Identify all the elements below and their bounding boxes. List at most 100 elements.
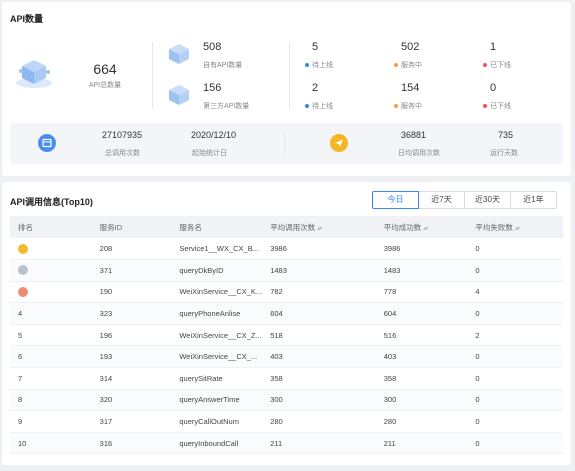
- avg-calls-cell: 211: [270, 438, 283, 448]
- service-name-cell: WeiXinService__CX_Z...: [179, 330, 262, 340]
- service-id-cell: 317: [99, 417, 113, 427]
- col-rank: 排名: [18, 222, 33, 232]
- avg-fail-cell: 0: [475, 373, 480, 383]
- avg-calls-cell: 782: [270, 287, 283, 297]
- third-serving-label: 服务中: [394, 101, 422, 111]
- service-name-cell: WeiXinService__CX_...: [179, 352, 258, 362]
- total-calls-value: 27107935: [102, 130, 143, 140]
- api-cube-icon: [16, 60, 52, 88]
- avg-daily-value: 36881: [401, 130, 427, 140]
- own-api-cube-icon: [169, 44, 189, 64]
- api-count-card: API数量 664 API总数量 508 自有API数量 156 第三方API数…: [2, 2, 571, 176]
- avg-calls-cell: 358: [270, 373, 283, 383]
- service-name-cell: queryAnswerTime: [179, 395, 240, 405]
- service-id-cell: 196: [99, 330, 113, 340]
- service-name-cell: querySitRate: [179, 373, 223, 383]
- avg-success-cell: 3986: [383, 244, 401, 254]
- avg-fail-cell: 0: [475, 438, 480, 448]
- service-name-cell: WeiXinService__CX_K...: [179, 287, 263, 297]
- avg-calls-cell: 1483: [270, 265, 287, 275]
- top10-card: API调用信息(Top10) 今日 近7天 近30天 近1年 排名 服务ID 服…: [2, 182, 571, 465]
- top10-table: 排名 服务ID 服务名 平均调用次数 ▴▾ 平均成功数 ▴▾ 平均失败数 ▴▾ 208…: [10, 216, 563, 454]
- avg-fail-cell: 0: [475, 352, 480, 362]
- third-offline-label: 已下线: [483, 101, 511, 111]
- api-total-label: API总数量: [88, 82, 122, 89]
- api-count-title: API数量: [10, 14, 44, 24]
- avg-calls-cell: 3986: [270, 244, 287, 254]
- rank-cell: 9: [18, 417, 23, 427]
- col-avg-success[interactable]: 平均成功数 ▴▾: [383, 222, 429, 232]
- rank-cell: 5: [18, 330, 23, 340]
- service-id-cell: 371: [99, 265, 113, 275]
- avg-fail-cell: 0: [475, 265, 480, 275]
- own-serving-label: 服务中: [394, 60, 422, 70]
- third-pending-value: 2: [312, 82, 319, 94]
- table-row: 8 320 queryAnswerTime 300 300 0: [10, 389, 563, 411]
- table-row: 9 317 queryCallOutNum 280 280 0: [10, 411, 563, 433]
- own-pending-label: 待上线: [305, 60, 333, 70]
- avg-success-cell: 516: [383, 330, 397, 340]
- avg-calls-cell: 403: [270, 352, 283, 362]
- table-row: 4 323 queryPhoneAnlise 604 604 0: [10, 302, 563, 325]
- stats-strip: 27107935 总调用次数 2020/12/10 起始统计日 36881 日均…: [10, 123, 563, 164]
- service-name-cell: queryInboundCall: [179, 438, 239, 448]
- bronze-medal-icon: [18, 286, 28, 297]
- service-name-cell: queryDkByID: [179, 265, 224, 275]
- avg-fail-cell: 0: [475, 395, 480, 405]
- third-offline-value: 0: [490, 82, 497, 94]
- rank-cell: 7: [18, 373, 23, 383]
- service-id-cell: 314: [99, 373, 113, 383]
- rank-cell: 10: [18, 438, 27, 448]
- third-pending-label: 待上线: [305, 101, 333, 111]
- service-id-cell: 190: [99, 287, 113, 297]
- avg-success-cell: 300: [383, 395, 397, 405]
- tab-today[interactable]: 今日: [372, 191, 419, 209]
- table-row: 5 196 WeiXinService__CX_Z... 518 516 2: [10, 324, 563, 346]
- tab-1year[interactable]: 近1年: [510, 191, 557, 209]
- own-offline-value: 1: [490, 41, 497, 53]
- avg-success-cell: 778: [383, 287, 397, 297]
- sort-icon[interactable]: ▴▾: [423, 225, 428, 232]
- avg-fail-cell: 0: [475, 309, 480, 319]
- third-api-label: 第三方API数量: [203, 103, 250, 110]
- third-serving-value: 154: [401, 82, 420, 94]
- rank-cell: 4: [18, 309, 23, 319]
- rank-cell: 8: [18, 395, 23, 405]
- table-row: 10 316 queryInboundCall 211 211 0: [10, 432, 563, 454]
- avg-success-cell: 280: [383, 417, 397, 427]
- avg-fail-cell: 4: [475, 287, 480, 297]
- service-id-cell: 316: [99, 438, 113, 448]
- run-days-label: 运行天数: [490, 150, 518, 157]
- gold-medal-icon: [18, 243, 28, 254]
- table-row: 190 WeiXinService__CX_K... 782 778 4: [10, 281, 563, 303]
- silver-medal-icon: [18, 265, 28, 276]
- service-name-cell: queryPhoneAnlise: [179, 309, 241, 319]
- rank-cell: [10, 260, 92, 282]
- send-icon: [330, 134, 348, 152]
- own-offline-label: 已下线: [483, 60, 511, 70]
- table-row: 371 queryDkByID 1483 1483 0: [10, 259, 563, 282]
- rank-cell: 6: [18, 352, 23, 362]
- third-api-value: 156: [203, 82, 222, 94]
- service-id-cell: 320: [99, 395, 113, 405]
- col-service-id: 服务ID: [99, 222, 123, 232]
- tab-7days[interactable]: 近7天: [418, 191, 465, 209]
- top10-title: API调用信息(Top10): [10, 197, 93, 207]
- rank-cell: [10, 238, 92, 260]
- tab-30days[interactable]: 近30天: [464, 191, 511, 209]
- own-api-value: 508: [203, 41, 222, 53]
- col-avg-calls[interactable]: 平均调用次数 ▴▾: [270, 222, 322, 232]
- start-date-value: 2020/12/10: [191, 130, 237, 140]
- service-id-cell: 208: [99, 244, 113, 254]
- avg-fail-cell: 0: [475, 417, 480, 427]
- table-row: 7 314 querySitRate 358 358 0: [10, 368, 563, 390]
- total-calls-label: 总调用次数: [105, 150, 140, 157]
- sort-icon[interactable]: ▴▾: [317, 225, 322, 232]
- time-range-tabs: 今日 近7天 近30天 近1年: [372, 191, 557, 209]
- sort-icon[interactable]: ▴▾: [514, 225, 520, 232]
- col-avg-fail[interactable]: 平均失败数 ▴▾: [475, 222, 520, 232]
- table-header: 排名 服务ID 服务名 平均调用次数 ▴▾ 平均成功数 ▴▾ 平均失败数 ▴▾: [10, 216, 563, 238]
- table-row: 208 Service1__WX_CX_B... 3986 3986 0: [10, 238, 563, 260]
- avg-success-cell: 211: [383, 438, 396, 448]
- third-api-cube-icon: [169, 85, 189, 105]
